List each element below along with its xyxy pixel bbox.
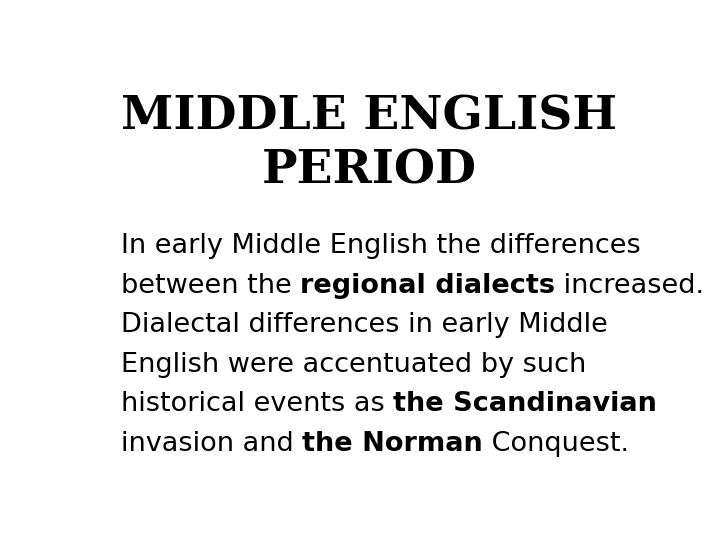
Text: the Norman: the Norman xyxy=(302,431,483,457)
Text: English were accentuated by such: English were accentuated by such xyxy=(121,352,586,377)
Text: In early Middle English the differences: In early Middle English the differences xyxy=(121,233,641,259)
Text: Conquest.: Conquest. xyxy=(483,431,629,457)
Text: regional dialects: regional dialects xyxy=(300,273,555,299)
Text: Dialectal differences in early Middle: Dialectal differences in early Middle xyxy=(121,312,608,338)
Text: increased.: increased. xyxy=(555,273,704,299)
Text: historical events as: historical events as xyxy=(121,391,393,417)
Text: the Scandinavian: the Scandinavian xyxy=(393,391,657,417)
Text: invasion and: invasion and xyxy=(121,431,302,457)
Text: MIDDLE ENGLISH
PERIOD: MIDDLE ENGLISH PERIOD xyxy=(121,94,617,193)
Text: between the: between the xyxy=(121,273,300,299)
